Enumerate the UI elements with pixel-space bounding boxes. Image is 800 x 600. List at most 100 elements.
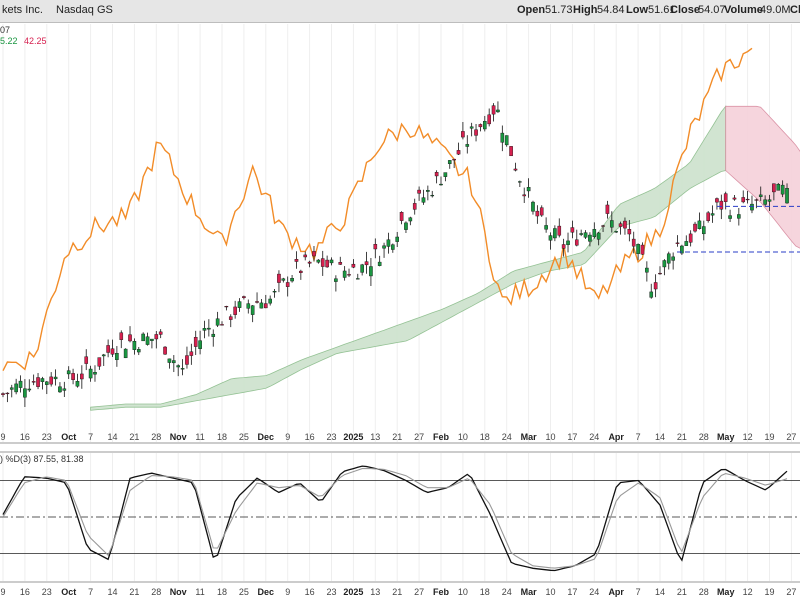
- candle-down: [338, 262, 343, 265]
- candle-down: [71, 373, 75, 380]
- candle-up: [342, 270, 347, 278]
- candle-down: [285, 282, 290, 287]
- x-tick-label: 14: [107, 587, 117, 597]
- candle-down: [325, 259, 329, 268]
- candle-up: [408, 217, 413, 222]
- high-value: 54.84: [597, 4, 625, 16]
- candle-up: [329, 259, 334, 264]
- x-tick-label: 27: [786, 587, 796, 597]
- x-tick-label: 7: [88, 587, 93, 597]
- candle-up: [544, 225, 548, 230]
- candle-up: [404, 222, 408, 230]
- candle-up: [391, 244, 395, 250]
- x-tick-label: 19: [764, 432, 774, 442]
- candle-up: [767, 199, 772, 202]
- candle-up: [553, 228, 557, 239]
- candle-down: [36, 377, 40, 387]
- x-tick-label: 9: [285, 587, 290, 597]
- candle-down: [320, 258, 325, 267]
- close-value: 54.07: [698, 4, 726, 16]
- candle-down: [399, 212, 404, 221]
- x-tick-label: 16: [20, 432, 30, 442]
- candle-up: [447, 160, 452, 164]
- candle-up: [268, 298, 272, 304]
- candle-up: [785, 188, 789, 204]
- low-value: 51.61: [648, 4, 676, 16]
- chart-header: kets Inc. Nasdaq GS Open 51.73 High 54.8…: [0, 0, 800, 23]
- candle-down: [693, 223, 697, 232]
- candle-up: [610, 220, 614, 228]
- candle-down: [49, 376, 53, 385]
- x-tick-label: 9: [0, 432, 5, 442]
- exchange-name: Nasdaq GS: [56, 4, 113, 16]
- x-tick-label: 25: [239, 432, 249, 442]
- candle-down: [605, 204, 610, 214]
- candle-down: [522, 194, 527, 197]
- candle-down: [434, 172, 439, 177]
- candle-up: [355, 278, 360, 280]
- x-tick-label: 19: [764, 587, 774, 597]
- x-tick-label: 9: [285, 432, 290, 442]
- candle-up: [592, 229, 597, 238]
- x-tick-label: 2025: [343, 432, 363, 442]
- x-tick-label: 24: [589, 587, 599, 597]
- x-tick-label: 16: [305, 432, 315, 442]
- candle-down: [706, 212, 710, 221]
- x-tick-label: 28: [151, 432, 161, 442]
- candle-down: [561, 244, 566, 249]
- candle-up: [697, 220, 702, 230]
- candle-down: [772, 183, 776, 193]
- candle-up: [198, 340, 202, 349]
- company-name: kets Inc.: [2, 4, 43, 16]
- candle-down: [478, 124, 483, 128]
- candle-up: [66, 370, 71, 375]
- x-tick-label: 23: [326, 587, 336, 597]
- x-tick-label: 10: [545, 587, 555, 597]
- x-tick-label: 18: [480, 587, 490, 597]
- candle-up: [496, 109, 500, 113]
- candle-down: [158, 331, 163, 335]
- candle-down: [417, 189, 421, 194]
- candle-up: [636, 244, 640, 254]
- x-tick-label: 23: [326, 432, 336, 442]
- x-tick-label: 2025: [343, 587, 363, 597]
- x-tick-label: 14: [655, 432, 665, 442]
- open-label: Open: [517, 4, 546, 16]
- candle-up: [645, 267, 649, 273]
- x-tick-label: 16: [20, 587, 30, 597]
- x-tick-label: 21: [129, 587, 139, 597]
- candle-up: [758, 194, 763, 197]
- x-tick-label: Nov: [170, 587, 187, 597]
- candle-up: [180, 368, 185, 370]
- candle-up: [671, 256, 675, 261]
- candle-up: [150, 338, 154, 341]
- candle-up: [23, 388, 27, 398]
- candle-down: [557, 225, 562, 236]
- x-tick-label: May: [717, 432, 735, 442]
- candle-down: [640, 244, 645, 255]
- x-tick-label: 27: [414, 587, 424, 597]
- candle-down: [119, 332, 124, 340]
- candle-up: [334, 278, 338, 282]
- candle-down: [719, 200, 724, 210]
- x-tick-label: 13: [370, 587, 380, 597]
- price-legend-line1: 07: [0, 25, 10, 35]
- x-tick-label: 7: [88, 432, 93, 442]
- candle-down: [461, 131, 465, 138]
- candle-up: [172, 360, 176, 364]
- candle-up: [439, 183, 443, 186]
- x-tick-label: 16: [305, 587, 315, 597]
- x-tick-label: May: [717, 587, 735, 597]
- price-legend-green: 5.22: [0, 36, 18, 46]
- candle-up: [75, 381, 80, 387]
- x-tick-label: Dec: [258, 432, 275, 442]
- stoch-d-line: [2, 467, 788, 569]
- candle-down: [715, 198, 719, 203]
- candle-down: [688, 233, 693, 243]
- low-label: Low: [626, 4, 648, 16]
- candle-up: [702, 226, 706, 235]
- candle-up: [386, 239, 391, 247]
- candle-down: [491, 105, 496, 115]
- x-tick-label: 7: [636, 432, 641, 442]
